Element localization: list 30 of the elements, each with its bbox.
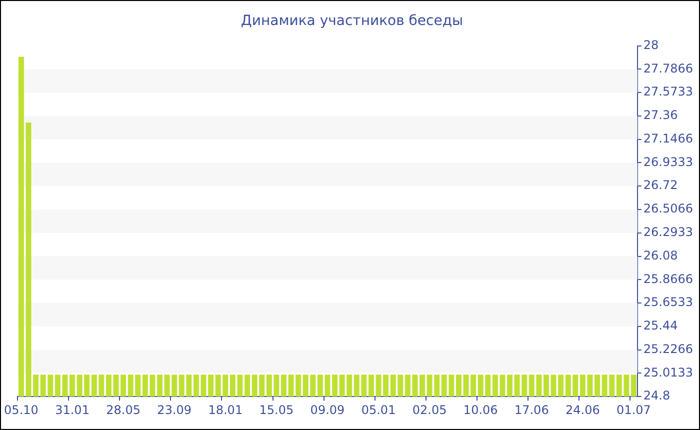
x-tick-label: 17.06: [514, 402, 549, 417]
y-tick-label: 25.2266: [643, 342, 693, 356]
chart-title: Динамика участников беседы: [240, 13, 464, 30]
y-tick-label: 25.44: [643, 318, 678, 333]
x-tick-label: 23.09: [157, 402, 192, 417]
x-tick-label: 01.07: [616, 402, 651, 417]
x-tick-label: 31.01: [55, 402, 90, 417]
y-tick-label: 27.36: [643, 108, 678, 122]
y-tick-label: 27.7866: [643, 61, 693, 76]
y-tick-label: 24.8: [643, 388, 670, 403]
x-tick-label: 18.01: [208, 402, 243, 417]
x-tick-label: 02.05: [412, 402, 447, 417]
y-tick-label: 28: [643, 38, 659, 52]
x-tick-label: 28.05: [106, 402, 140, 417]
x-tick-label: 05.10: [4, 402, 38, 417]
y-tick-label: 27.5733: [643, 84, 693, 99]
y-tick-label: 26.9333: [643, 154, 693, 169]
y-tick-label: 26.2933: [643, 225, 693, 240]
y-tick-label: 25.0133: [643, 365, 693, 380]
x-tick-label: 05.01: [361, 402, 396, 417]
x-tick-label: 15.05: [259, 402, 294, 417]
y-tick-label: 27.1466: [643, 131, 693, 146]
x-tick-label: 09.09: [310, 402, 345, 417]
y-tick-label: 26.08: [643, 248, 678, 262]
y-tick-label: 26.5066: [643, 202, 693, 216]
x-tick-label: 24.06: [566, 402, 600, 417]
x-tick-label: 10.06: [463, 402, 498, 417]
y-tick-label: 26.72: [643, 178, 678, 192]
y-tick-label: 25.8666: [643, 272, 693, 286]
y-tick-label: 25.6533: [643, 295, 693, 310]
